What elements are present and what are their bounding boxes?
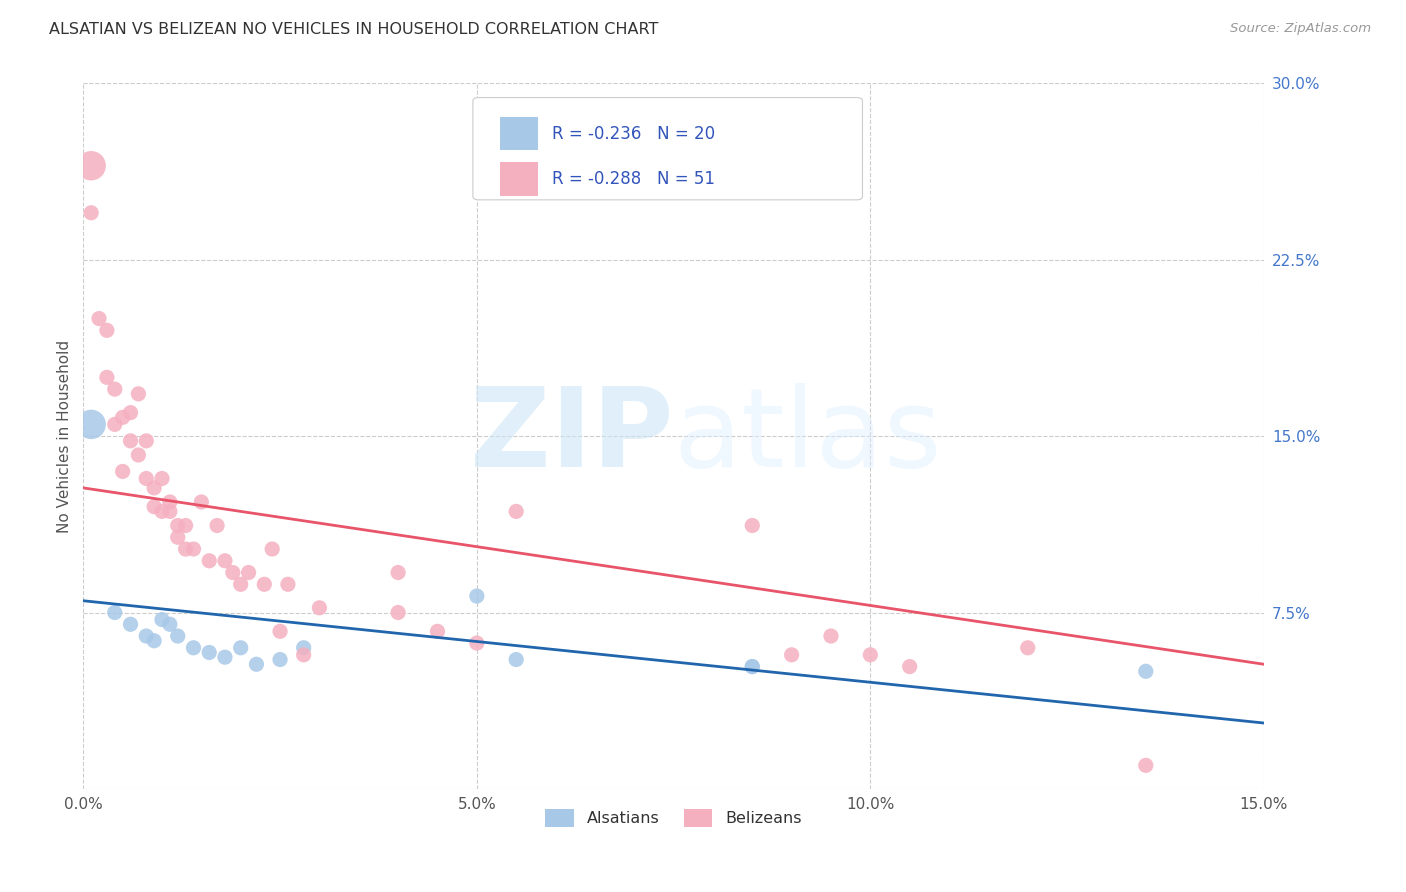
Point — [292, 640, 315, 655]
Point — [150, 613, 173, 627]
Point — [741, 518, 763, 533]
Point — [166, 629, 188, 643]
Bar — [501, 117, 538, 151]
Point — [183, 640, 205, 655]
Point — [150, 471, 173, 485]
Point — [174, 518, 197, 533]
Point — [120, 617, 142, 632]
Point — [159, 495, 181, 509]
Point — [387, 566, 409, 580]
Point — [143, 633, 166, 648]
FancyBboxPatch shape — [472, 97, 862, 200]
Point — [150, 504, 173, 518]
Point — [135, 434, 157, 448]
Text: R = -0.236   N = 20: R = -0.236 N = 20 — [553, 125, 716, 143]
Point — [120, 434, 142, 448]
Point — [229, 577, 252, 591]
Point — [96, 323, 118, 337]
Point — [111, 410, 134, 425]
Legend: Alsatians, Belizeans: Alsatians, Belizeans — [538, 803, 808, 834]
Point — [111, 465, 134, 479]
Text: R = -0.288   N = 51: R = -0.288 N = 51 — [553, 170, 716, 188]
Point — [269, 624, 291, 639]
Bar — [501, 162, 538, 196]
Text: Source: ZipAtlas.com: Source: ZipAtlas.com — [1230, 22, 1371, 36]
Point — [87, 311, 110, 326]
Point — [80, 206, 103, 220]
Point — [80, 159, 103, 173]
Point — [143, 500, 166, 514]
Point — [262, 541, 284, 556]
Point — [1017, 640, 1039, 655]
Point — [214, 554, 236, 568]
Point — [166, 530, 188, 544]
Point — [898, 659, 921, 673]
Point — [277, 577, 299, 591]
Point — [174, 541, 197, 556]
Point — [292, 648, 315, 662]
Point — [80, 417, 103, 432]
Point — [780, 648, 803, 662]
Point — [190, 495, 212, 509]
Point — [269, 652, 291, 666]
Point — [96, 370, 118, 384]
Point — [465, 589, 488, 603]
Point — [505, 652, 527, 666]
Point — [159, 504, 181, 518]
Point — [198, 645, 221, 659]
Text: ZIP: ZIP — [470, 383, 673, 490]
Point — [1135, 758, 1157, 772]
Point — [104, 382, 127, 396]
Point — [198, 554, 221, 568]
Y-axis label: No Vehicles in Household: No Vehicles in Household — [58, 340, 72, 533]
Point — [820, 629, 842, 643]
Point — [465, 636, 488, 650]
Point — [426, 624, 449, 639]
Point — [741, 659, 763, 673]
Point — [127, 387, 149, 401]
Point — [143, 481, 166, 495]
Point — [120, 406, 142, 420]
Point — [214, 650, 236, 665]
Point — [1135, 665, 1157, 679]
Point — [253, 577, 276, 591]
Text: ALSATIAN VS BELIZEAN NO VEHICLES IN HOUSEHOLD CORRELATION CHART: ALSATIAN VS BELIZEAN NO VEHICLES IN HOUS… — [49, 22, 658, 37]
Point — [229, 640, 252, 655]
Point — [238, 566, 260, 580]
Point — [222, 566, 245, 580]
Point — [859, 648, 882, 662]
Point — [135, 471, 157, 485]
Point — [387, 606, 409, 620]
Point — [104, 606, 127, 620]
Point — [741, 659, 763, 673]
Point — [245, 657, 267, 672]
Point — [205, 518, 228, 533]
Point — [104, 417, 127, 432]
Text: atlas: atlas — [673, 383, 942, 490]
Point — [505, 504, 527, 518]
Point — [135, 629, 157, 643]
Point — [308, 600, 330, 615]
Point — [159, 617, 181, 632]
Point — [166, 518, 188, 533]
Point — [127, 448, 149, 462]
Point — [183, 541, 205, 556]
